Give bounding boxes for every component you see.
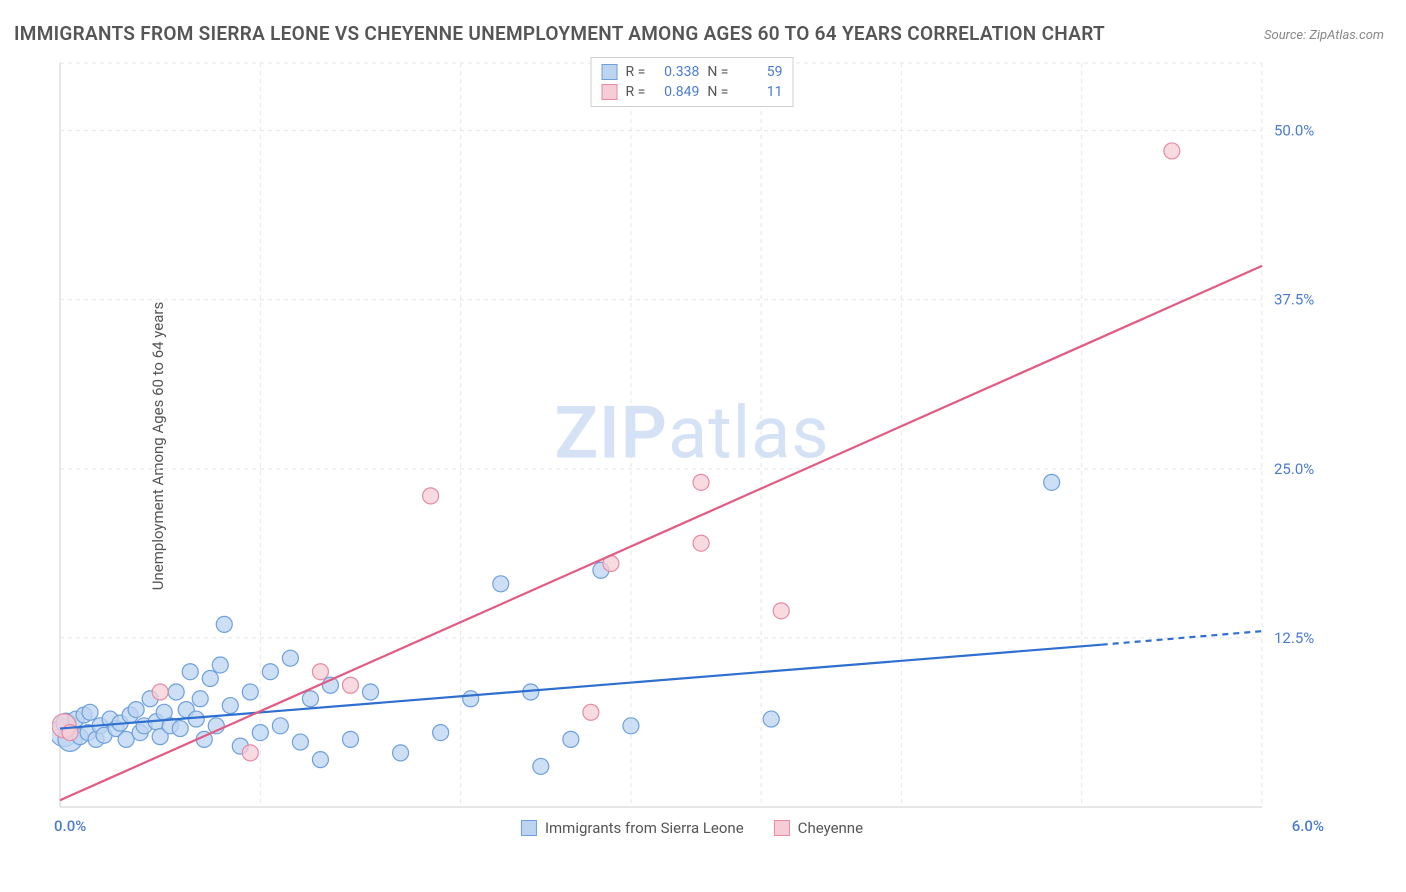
x-axis-origin-label: 0.0% [54,817,86,835]
legend-n-label: N = [707,84,728,100]
data-point-sierra_leone [763,711,779,727]
data-point-sierra_leone [1044,474,1060,490]
data-point-sierra_leone [222,698,238,714]
data-point-sierra_leone [272,718,288,734]
legend-n-value-sierra: 59 [736,64,782,80]
legend-n-value-cheyenne: 11 [736,84,782,100]
data-point-cheyenne [693,474,709,490]
data-point-sierra_leone [212,657,228,673]
data-point-sierra_leone [292,734,308,750]
data-point-sierra_leone [463,691,479,707]
data-point-sierra_leone [262,664,278,680]
legend-swatch-sierra-bot [521,820,537,836]
y-tick-label: 25.0% [1274,460,1314,478]
legend-r-value-sierra: 0.338 [653,64,699,80]
data-point-sierra_leone [128,702,144,718]
data-point-sierra_leone [393,745,409,761]
legend-r-label: R = [626,84,646,100]
source-attribution: Source: ZipAtlas.com [1264,28,1384,43]
legend-swatch-cheyenne-bot [774,820,790,836]
data-point-sierra_leone [363,684,379,700]
data-point-sierra_leone [312,752,328,768]
legend-label-cheyenne: Cheyenne [798,819,863,837]
data-point-sierra_leone [342,731,358,747]
plot-svg: 12.5% 25.0% 37.5% 50.0% [52,55,1332,843]
legend-item-cheyenne: Cheyenne [774,819,863,837]
data-point-sierra_leone [493,576,509,592]
legend-label-sierra: Immigrants from Sierra Leone [545,819,744,837]
data-point-cheyenne [773,603,789,619]
legend-swatch-cheyenne [602,84,618,100]
data-point-sierra_leone [252,725,268,741]
x-axis-max-label: 6.0% [1292,817,1324,835]
legend-n-label: N = [707,64,728,80]
data-point-sierra_leone [192,691,208,707]
legend-swatch-sierra [602,64,618,80]
data-point-cheyenne [152,684,168,700]
legend-r-value-cheyenne: 0.849 [653,84,699,100]
data-point-sierra_leone [282,650,298,666]
data-point-sierra_leone [182,664,198,680]
y-tick-label: 37.5% [1274,291,1314,309]
legend-row-sierra: R = 0.338 N = 59 [602,62,783,82]
data-point-cheyenne [312,664,328,680]
data-point-cheyenne [242,745,258,761]
data-point-cheyenne [342,677,358,693]
regression-line-sierra_leone [60,645,1102,729]
y-tick-label: 50.0% [1274,122,1314,140]
scatter-plot: ZIPatlas 12.5%25.0%37.5%50.0% R = 0.338 … [52,55,1332,843]
data-point-cheyenne [583,704,599,720]
data-point-sierra_leone [533,758,549,774]
legend-row-cheyenne: R = 0.849 N = 11 [602,82,783,102]
data-point-sierra_leone [302,691,318,707]
legend-item-sierra: Immigrants from Sierra Leone [521,819,744,837]
data-point-sierra_leone [168,684,184,700]
y-tick-label: 12.5% [1274,629,1314,647]
legend-r-label: R = [626,64,646,80]
data-point-cheyenne [693,535,709,551]
data-point-cheyenne [423,488,439,504]
data-point-sierra_leone [82,704,98,720]
data-point-sierra_leone [242,684,258,700]
data-point-cheyenne [1164,143,1180,159]
data-point-sierra_leone [202,670,218,686]
data-point-sierra_leone [563,731,579,747]
series-legend: Immigrants from Sierra Leone Cheyenne [521,819,863,837]
correlation-legend: R = 0.338 N = 59 R = 0.849 N = 11 [591,57,794,107]
data-point-sierra_leone [623,718,639,734]
data-point-sierra_leone [172,721,188,737]
chart-title: IMMIGRANTS FROM SIERRA LEONE VS CHEYENNE… [14,22,1105,45]
data-point-sierra_leone [216,616,232,632]
data-point-sierra_leone [433,725,449,741]
